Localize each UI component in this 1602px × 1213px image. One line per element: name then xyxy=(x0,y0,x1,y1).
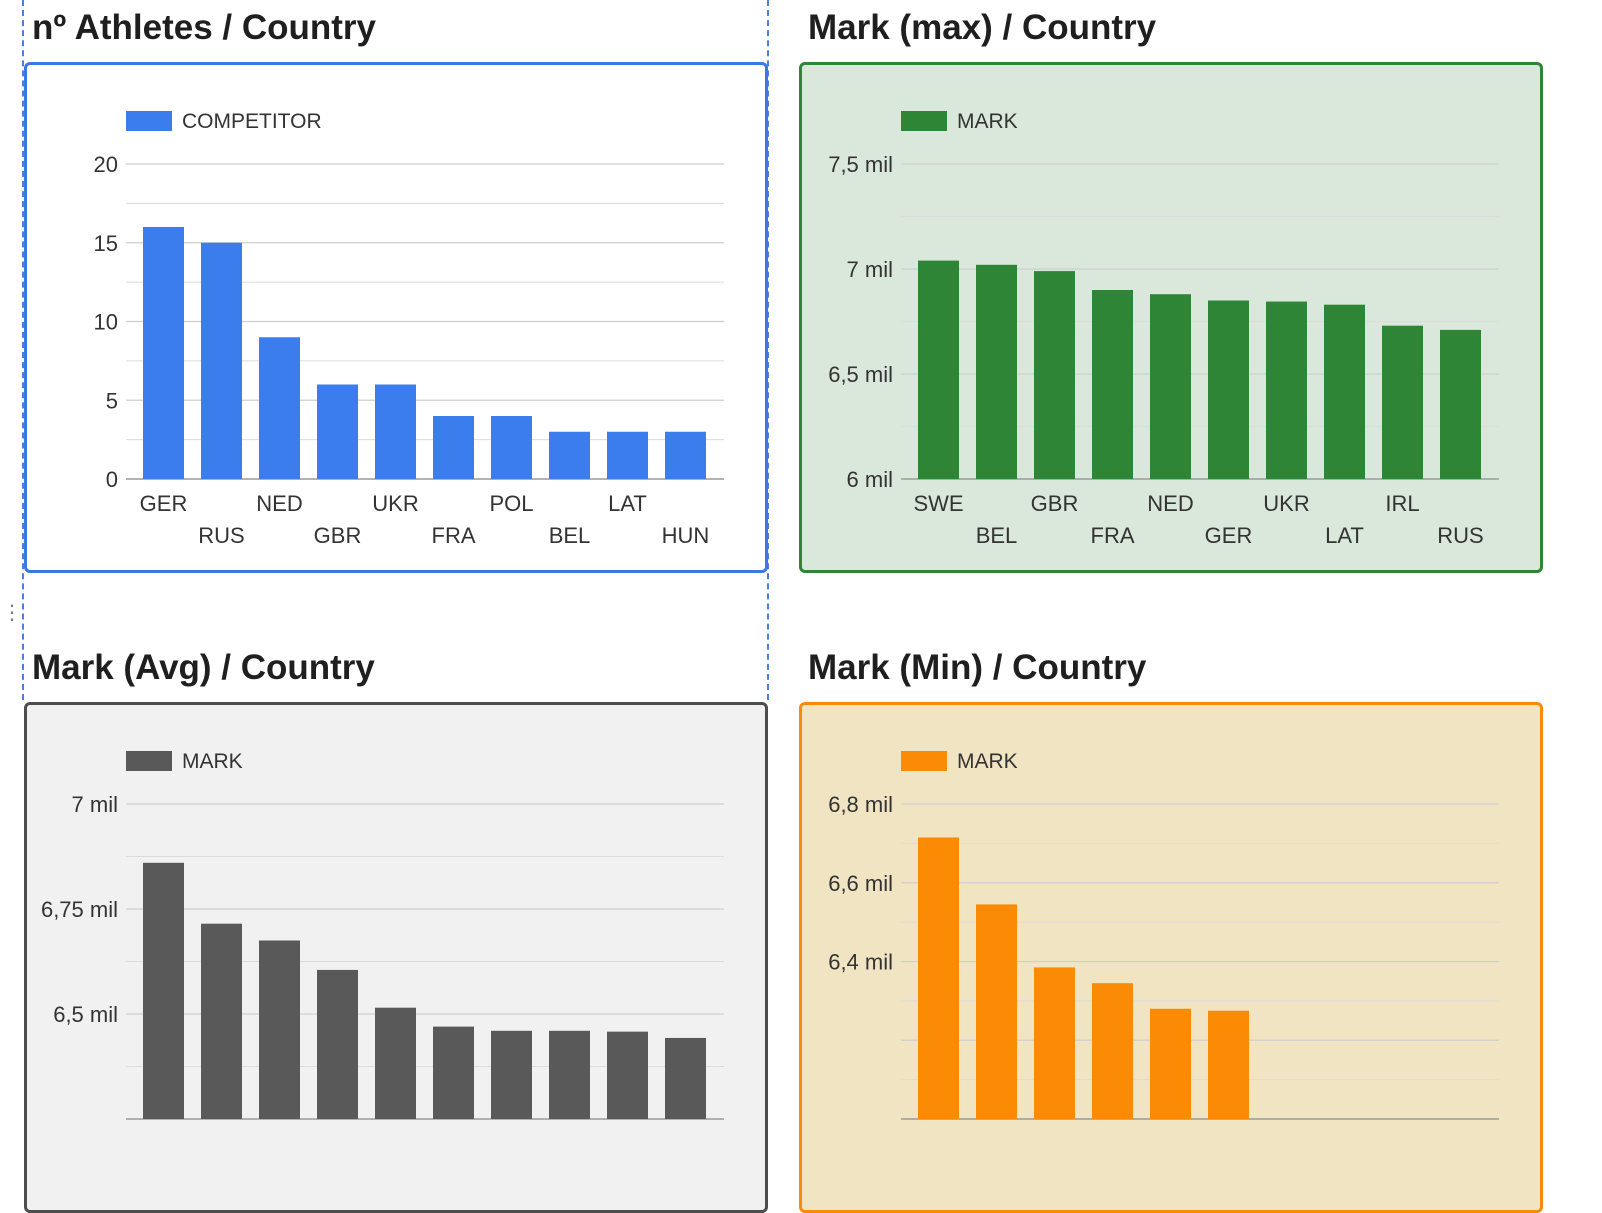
legend-swatch xyxy=(901,111,947,131)
bar xyxy=(1034,271,1075,479)
chart-mark-min-svg: MARK 6,4 mil 6,6 mil 6,8 mil xyxy=(828,750,1499,1120)
y-tick-label: 6,8 mil xyxy=(828,792,893,817)
bar xyxy=(143,227,184,479)
bar xyxy=(143,862,184,1119)
x-tick-label: SWE xyxy=(913,491,963,516)
chart-mark-avg-svg: MARK 6,5 mil 6,75 mil 7 mil xyxy=(41,750,724,1120)
x-tick-label: GER xyxy=(140,491,188,516)
bar xyxy=(665,1037,706,1119)
legend-label: MARK xyxy=(957,110,1018,133)
x-tick-label: GER xyxy=(1205,523,1253,548)
bar xyxy=(1440,329,1481,479)
bar xyxy=(201,923,242,1119)
panel-title-athletes: nº Athletes / Country xyxy=(32,8,377,47)
chart-athletes-svg: COMPETITOR 0 5 10 15 20 GER RUS NED GBR UKR FRA POL B… xyxy=(94,110,724,548)
bar xyxy=(201,242,242,479)
x-tick-label: POL xyxy=(489,491,533,516)
bar xyxy=(375,1007,416,1119)
bar xyxy=(1208,1010,1249,1119)
x-tick-label: GBR xyxy=(314,523,362,548)
y-tick-label: 6,5 mil xyxy=(828,362,893,387)
bar xyxy=(976,264,1017,479)
x-tick-label: HUN xyxy=(662,523,710,548)
x-tick-label: LAT xyxy=(608,491,647,516)
bar xyxy=(918,260,959,479)
x-tick-label: IRL xyxy=(1385,491,1419,516)
bar xyxy=(317,384,358,479)
bar xyxy=(259,337,300,479)
panel-title-mark-max: Mark (max) / Country xyxy=(808,8,1157,47)
bar xyxy=(433,1026,474,1119)
x-tick-label: RUS xyxy=(1437,523,1483,548)
y-tick-label: 5 xyxy=(106,388,118,413)
y-tick-label: 6,6 mil xyxy=(828,871,893,896)
selection-guide-right xyxy=(767,0,769,700)
chart-athletes[interactable]: COMPETITOR 0 5 10 15 20 GER RUS NED GBR UKR FRA POL B… xyxy=(24,62,768,573)
chart-mark-min[interactable]: MARK 6,4 mil 6,6 mil 6,8 mil xyxy=(799,702,1543,1213)
bar xyxy=(549,431,590,479)
y-tick-label: 6 mil xyxy=(847,467,893,492)
y-tick-label: 20 xyxy=(94,152,118,177)
x-tick-label: BEL xyxy=(549,523,591,548)
x-tick-label: FRA xyxy=(432,523,476,548)
bar xyxy=(1324,304,1365,479)
legend-label: COMPETITOR xyxy=(182,110,322,133)
y-tick-label: 10 xyxy=(94,310,118,335)
y-tick-label: 6,75 mil xyxy=(41,897,118,922)
selection-guide-left xyxy=(22,0,24,700)
bar xyxy=(549,1030,590,1119)
x-tick-label: NED xyxy=(256,491,302,516)
bar xyxy=(317,969,358,1119)
bar xyxy=(491,1030,532,1119)
panel-title-mark-avg: Mark (Avg) / Country xyxy=(32,648,375,687)
drag-handle-icon[interactable]: ⋮ xyxy=(2,600,22,624)
bar xyxy=(1150,294,1191,479)
bar xyxy=(918,837,959,1119)
y-tick-label: 0 xyxy=(106,467,118,492)
bar xyxy=(607,431,648,479)
chart-mark-max-svg: MARK 6 mil 6,5 mil 7 mil 7,5 mil SWE BEL GBR FRA… xyxy=(828,110,1499,548)
x-tick-label: GBR xyxy=(1031,491,1079,516)
bar xyxy=(259,940,300,1119)
legend-swatch xyxy=(126,751,172,771)
bar xyxy=(1034,967,1075,1119)
bar xyxy=(433,416,474,479)
bar xyxy=(1382,325,1423,479)
chart-mark-avg[interactable]: MARK 6,5 mil 6,75 mil 7 mil xyxy=(24,702,768,1213)
x-tick-label: UKR xyxy=(372,491,418,516)
bar xyxy=(976,904,1017,1119)
x-tick-label: RUS xyxy=(198,523,244,548)
x-tick-label: BEL xyxy=(976,523,1018,548)
y-tick-label: 6,5 mil xyxy=(53,1002,118,1027)
legend-swatch xyxy=(901,751,947,771)
y-tick-label: 7,5 mil xyxy=(828,152,893,177)
bar xyxy=(1266,301,1307,479)
chart-mark-max[interactable]: MARK 6 mil 6,5 mil 7 mil 7,5 mil SWE BEL GBR FRA… xyxy=(799,62,1543,573)
x-tick-label: UKR xyxy=(1263,491,1309,516)
bar xyxy=(491,416,532,479)
y-tick-label: 6,4 mil xyxy=(828,950,893,975)
bar xyxy=(1092,983,1133,1119)
y-tick-label: 7 mil xyxy=(847,257,893,282)
legend-label: MARK xyxy=(182,750,243,773)
x-tick-label: NED xyxy=(1147,491,1193,516)
panel-title-mark-min: Mark (Min) / Country xyxy=(808,648,1147,687)
y-tick-label: 15 xyxy=(94,231,118,256)
x-tick-label: LAT xyxy=(1325,523,1364,548)
bar xyxy=(607,1031,648,1119)
bar xyxy=(665,431,706,479)
bar xyxy=(1150,1008,1191,1119)
y-tick-label: 7 mil xyxy=(72,792,118,817)
legend-swatch xyxy=(126,111,172,131)
bar xyxy=(1092,290,1133,479)
bar xyxy=(1208,300,1249,479)
bar xyxy=(375,384,416,479)
legend-label: MARK xyxy=(957,750,1018,773)
x-tick-label: FRA xyxy=(1091,523,1135,548)
